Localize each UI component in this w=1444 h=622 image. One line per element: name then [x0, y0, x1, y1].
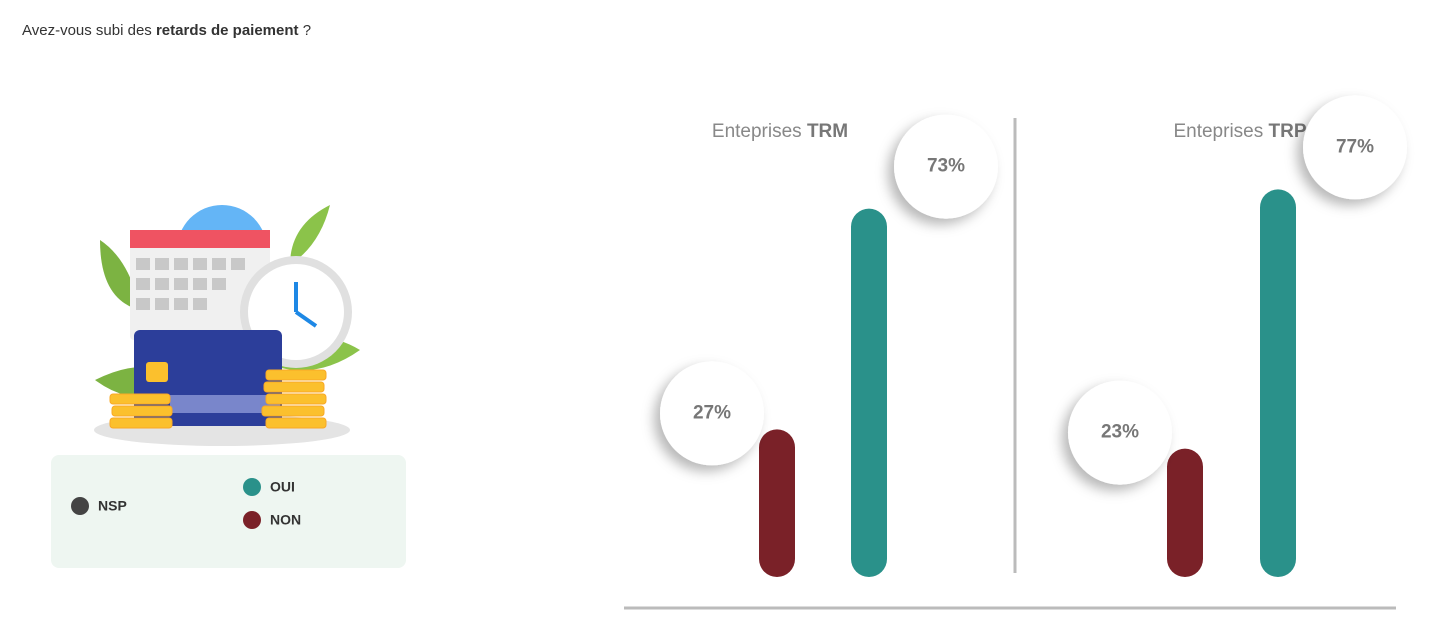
bubble	[660, 361, 764, 466]
illustration	[94, 205, 360, 446]
bar	[1260, 189, 1296, 577]
value-label: 77%	[1336, 136, 1374, 157]
legend-label: OUI	[270, 479, 295, 495]
chart-title-bold: TRM	[807, 121, 848, 142]
chart-title-text: Enteprises	[712, 121, 802, 142]
bubble	[1068, 380, 1172, 485]
question-text: Avez-vous subi des	[22, 22, 152, 39]
value-label: 27%	[693, 402, 731, 423]
question-bold: retards de paiement	[155, 22, 299, 39]
chart-title: Enteprises TRP	[1173, 121, 1306, 142]
legend-swatch	[243, 511, 261, 529]
chart-title-bold: TRP	[1269, 121, 1307, 142]
legend-label: NON	[270, 512, 301, 528]
chart-title: Enteprises TRM	[712, 121, 848, 142]
bar	[851, 208, 887, 577]
question: Avez-vous subi des retards de paiement ?	[22, 22, 311, 39]
legend-label: NSP	[98, 498, 127, 514]
bar	[759, 429, 795, 577]
value-label: 23%	[1101, 422, 1139, 443]
bubble	[1303, 95, 1407, 200]
question-end: ?	[302, 22, 312, 39]
legend-box	[51, 455, 406, 568]
value-label: 73%	[927, 156, 965, 177]
bubble	[894, 114, 998, 219]
bar	[1167, 448, 1203, 577]
legend-swatch	[71, 497, 89, 515]
legend-swatch	[243, 478, 261, 496]
chart-title-text: Enteprises	[1173, 121, 1263, 142]
